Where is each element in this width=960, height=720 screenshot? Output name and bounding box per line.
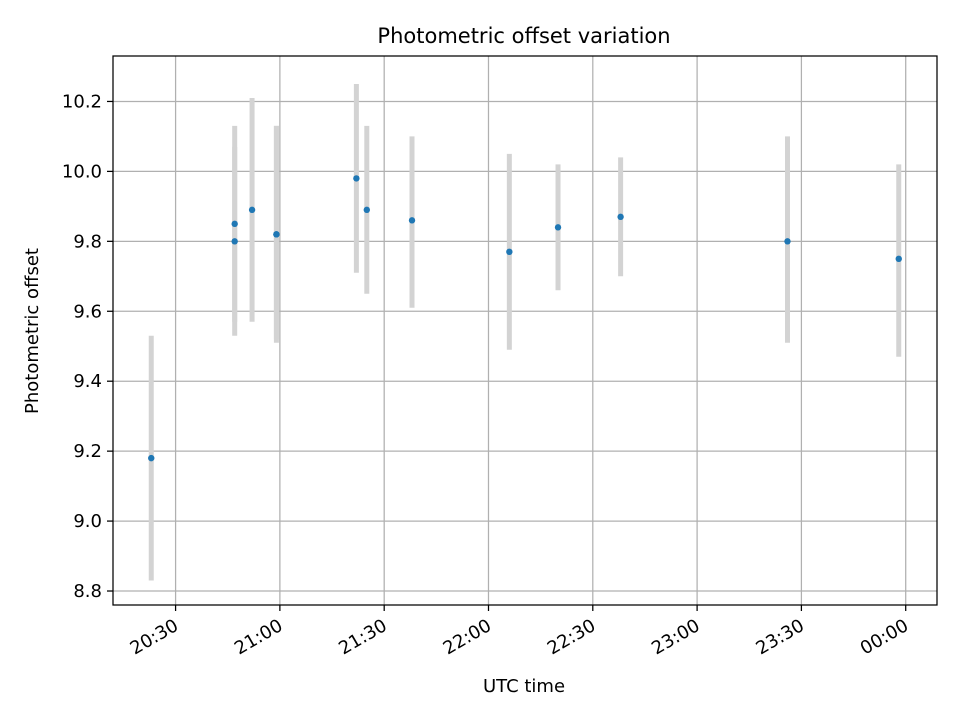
plot-frame [112,55,938,606]
grid [113,56,937,605]
chart-title: Photometric offset variation [377,24,670,48]
data-point [231,220,238,228]
data-point [784,238,791,245]
data-point [148,454,155,462]
data-point [273,231,280,238]
y-axis-ticks: 8.8 9.0 9.2 9.4 9.6 9.8 10.0 10.2 [62,91,113,602]
y-tick-label: 8.8 [73,581,102,602]
y-tick-label: 9.6 [73,301,102,322]
y-tick-label: 10.2 [62,91,102,112]
data-point [895,255,902,263]
data-point [408,217,416,224]
y-tick-label: 9.2 [73,441,102,462]
y-tick-label: 9.8 [73,231,102,252]
data-point [506,248,513,256]
y-tick-label: 9.4 [73,371,102,392]
data-points [148,175,902,462]
data-point [363,206,371,214]
data-point [353,175,360,182]
data-point [554,224,562,231]
y-tick-label: 9.0 [73,511,102,532]
data-point [617,213,624,221]
data-point [231,238,238,245]
data-point [248,206,256,214]
y-axis-label: Photometric offset [22,248,43,414]
y-tick-label: 10.0 [62,161,102,182]
x-axis-label: UTC time [483,676,565,697]
